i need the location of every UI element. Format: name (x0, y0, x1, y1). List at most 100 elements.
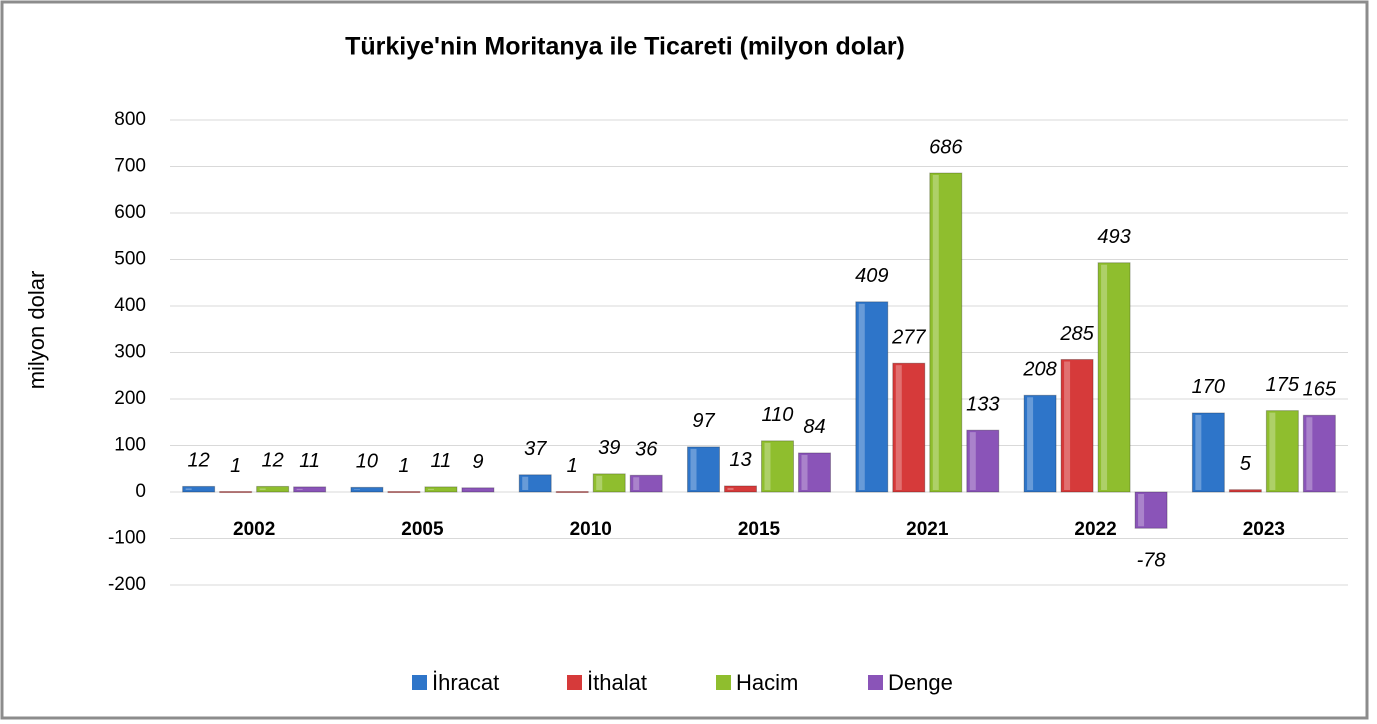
x-tick-label: 2002 (233, 519, 275, 540)
bar (592, 473, 626, 493)
data-label: 165 (1303, 379, 1337, 401)
bar-highlight (1027, 397, 1034, 490)
bar (687, 446, 720, 493)
data-label: 12 (188, 450, 210, 472)
bar-highlight (296, 488, 303, 490)
data-label: 170 (1192, 376, 1225, 398)
bar-highlight (969, 432, 976, 490)
data-label: 409 (855, 265, 888, 287)
data-label: 686 (929, 136, 963, 158)
bar (1191, 412, 1225, 493)
data-label: 37 (524, 438, 547, 460)
bar-highlight (858, 303, 865, 490)
bar-highlight (1064, 361, 1071, 490)
y-tick-label: 200 (114, 388, 146, 409)
legend-label: İthalat (587, 670, 647, 695)
data-label: 39 (598, 437, 620, 459)
bar-highlight (353, 489, 360, 490)
bar-highlight (185, 488, 192, 490)
data-label: 11 (431, 450, 452, 472)
bar-highlight (764, 442, 771, 490)
data-label: 12 (262, 450, 284, 472)
bar-highlight (690, 448, 697, 490)
data-label: 1 (230, 455, 241, 477)
data-label: 133 (966, 393, 999, 415)
data-label: 36 (635, 439, 658, 461)
data-label: 208 (1022, 359, 1056, 381)
x-tick-label: 2010 (570, 519, 612, 540)
y-tick-label: 0 (135, 481, 146, 502)
bar (182, 485, 216, 493)
y-tick-label: 600 (114, 202, 146, 223)
y-tick-label: 500 (114, 249, 146, 270)
bar-highlight (522, 476, 529, 490)
bar (350, 486, 384, 493)
bar (518, 474, 552, 493)
bar-highlight (633, 477, 640, 490)
x-tick-label: 2022 (1074, 519, 1116, 540)
data-label: 175 (1266, 374, 1300, 396)
bar (424, 486, 458, 493)
data-label: 277 (891, 326, 926, 348)
data-label: -78 (1137, 550, 1166, 572)
y-tick-label: 800 (114, 109, 146, 130)
bar (629, 474, 663, 493)
bar-highlight (596, 475, 603, 490)
data-label: 10 (356, 451, 378, 473)
data-label: 11 (299, 450, 320, 472)
bar-highlight (895, 365, 902, 490)
bar-highlight (1306, 417, 1313, 490)
bar (1302, 414, 1336, 493)
bar-highlight (801, 454, 808, 490)
data-label: 97 (692, 410, 715, 432)
bar-highlight (1138, 494, 1145, 527)
x-tick-label: 2023 (1243, 519, 1285, 540)
data-label: 13 (729, 449, 751, 471)
bar-highlight (1195, 414, 1202, 490)
data-label: 1 (398, 455, 409, 477)
bar (1023, 394, 1057, 493)
y-tick-label: -100 (108, 528, 146, 549)
data-label: 285 (1059, 323, 1094, 345)
y-tick-label: 100 (114, 435, 146, 456)
bar-highlight (259, 488, 266, 490)
legend-swatch (567, 675, 582, 690)
data-label: 493 (1097, 226, 1130, 248)
bar (461, 487, 495, 493)
bar (1097, 262, 1131, 493)
data-label: 110 (762, 404, 794, 426)
data-label: 1 (567, 455, 578, 477)
legend-swatch (412, 675, 427, 690)
y-tick-label: 700 (114, 156, 146, 177)
bar (966, 429, 1000, 493)
y-tick-label: -200 (108, 574, 146, 595)
y-tick-label: 300 (114, 342, 146, 363)
bar (219, 491, 253, 494)
bar (555, 491, 589, 494)
bar (293, 486, 327, 493)
bar (855, 301, 889, 493)
bar-highlight (932, 175, 939, 490)
bar (1060, 358, 1094, 493)
legend-label: Hacim (736, 670, 798, 695)
bar (1228, 489, 1262, 493)
bar-highlight (1269, 412, 1276, 490)
legend-label: Denge (888, 670, 953, 695)
y-axis-label: milyon dolar (24, 271, 49, 390)
y-tick-label: 400 (114, 295, 146, 316)
x-tick-label: 2021 (906, 519, 949, 540)
bar-highlight (427, 488, 434, 490)
legend-swatch (868, 675, 883, 690)
x-tick-label: 2005 (401, 519, 444, 540)
x-tick-label: 2015 (738, 519, 781, 540)
bar-highlight (727, 487, 734, 490)
bar-highlight (1101, 264, 1108, 490)
bar (387, 491, 421, 494)
legend-label: İhracat (432, 670, 499, 695)
legend-swatch (716, 675, 731, 690)
data-label: 84 (803, 416, 825, 438)
bar (1265, 410, 1299, 493)
bar (892, 362, 926, 493)
